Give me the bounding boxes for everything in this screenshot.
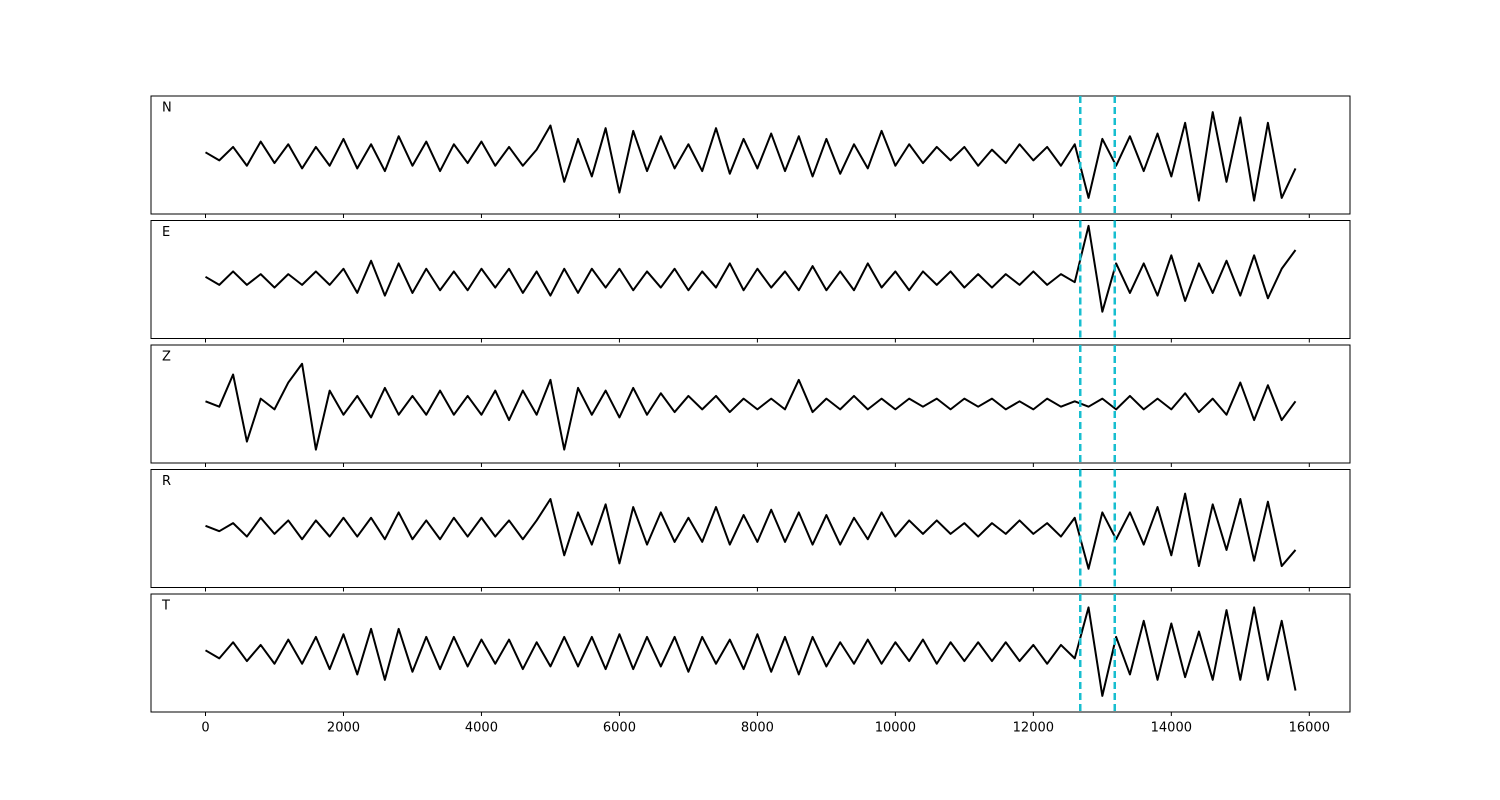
panel-label: R xyxy=(162,474,171,489)
panel-frame xyxy=(150,95,1351,215)
x-tick-label: 16000 xyxy=(1289,721,1330,736)
trace-line xyxy=(205,362,1297,451)
panel-frame xyxy=(150,469,1351,588)
panel-frame xyxy=(150,593,1351,713)
x-tick-label: 8000 xyxy=(741,721,774,736)
trace-line xyxy=(204,606,1297,697)
x-tick-label: 10000 xyxy=(875,721,916,736)
panel-frame xyxy=(150,344,1351,464)
trace-line xyxy=(205,492,1297,570)
panel-label: T xyxy=(161,599,170,614)
panel-label: N xyxy=(162,101,172,116)
trace-line xyxy=(204,224,1297,313)
x-tick-label: 0 xyxy=(201,721,209,736)
panel-label: E xyxy=(162,225,170,240)
x-tick-label: 14000 xyxy=(1151,721,1192,736)
panel-frame xyxy=(150,220,1351,339)
trace-line xyxy=(204,111,1297,202)
x-tick-label: 12000 xyxy=(1013,721,1054,736)
x-tick-label: 4000 xyxy=(465,721,498,736)
x-tick-label: 2000 xyxy=(327,721,360,736)
x-tick-label: 6000 xyxy=(603,721,636,736)
panel-label: Z xyxy=(162,350,171,365)
